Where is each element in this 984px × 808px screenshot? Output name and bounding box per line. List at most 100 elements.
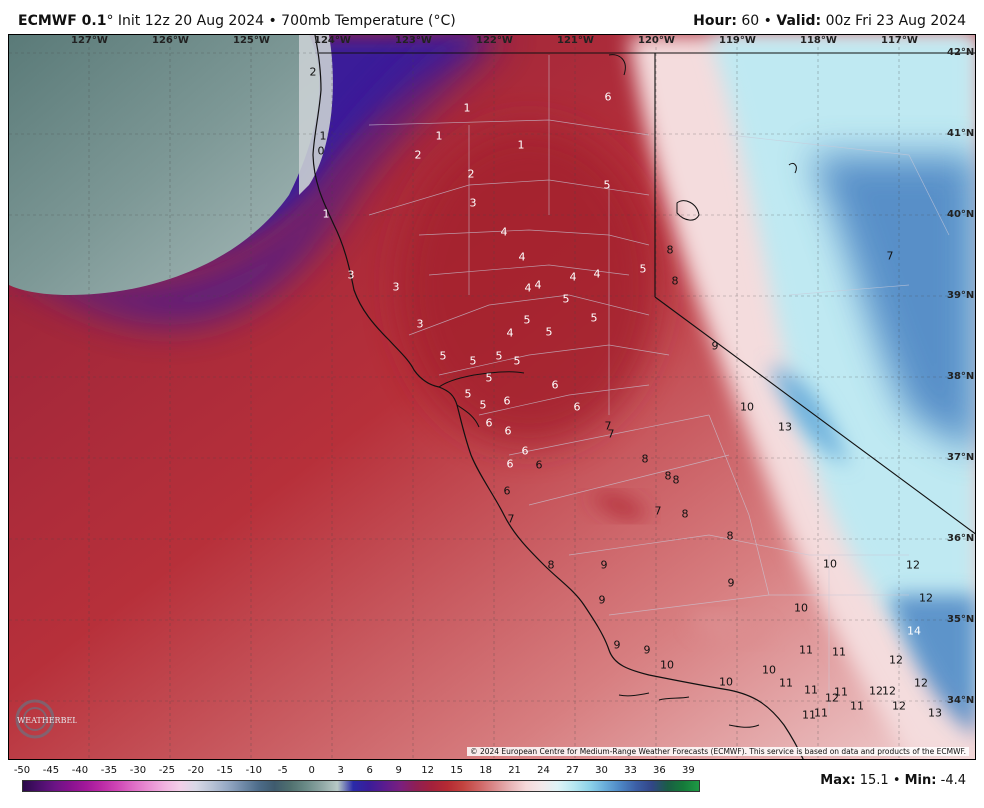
goose-lake xyxy=(608,54,626,76)
temperature-label: 8 xyxy=(726,529,734,543)
temperature-label: 10 xyxy=(823,557,837,571)
so-cal-blue-region xyxy=(889,595,975,734)
temperature-label: 11 xyxy=(814,706,828,720)
lat-label-34n: 34°N xyxy=(947,695,975,706)
temperature-label: 9 xyxy=(643,643,651,657)
colorbar-tick-label: 21 xyxy=(508,765,521,776)
lat-label-38n: 38°N xyxy=(947,371,975,382)
colorbar-tick-label: -5 xyxy=(277,765,288,776)
inland-warm-core xyxy=(399,125,659,445)
hour-label: Hour: xyxy=(693,13,737,29)
colorbar-tick-label: 6 xyxy=(366,765,373,776)
temperature-label: 12 xyxy=(892,699,906,713)
temperature-label: 12 xyxy=(914,676,928,690)
cool-ocean-region xyxy=(9,35,320,295)
valley-warm-spot xyxy=(589,493,649,519)
temperature-label: 6 xyxy=(521,444,529,458)
map-panel[interactable]: 127°W 126°W 125°W 124°W 123°W 122°W 121°… xyxy=(8,34,976,760)
temperature-label: 6 xyxy=(503,484,511,498)
colorbar-tick-label: -25 xyxy=(158,765,176,776)
temperature-label: 8 xyxy=(547,558,555,572)
temperature-label: 0 xyxy=(317,144,325,158)
valid-time: Hour: 60 • Valid: 00z Fri 23 Aug 2024 xyxy=(693,13,966,29)
max-min-readout: Max: 15.1 • Min: -4.4 xyxy=(820,773,966,788)
lon-label-122w: 122°W xyxy=(476,35,513,46)
lat-label-39n: 39°N xyxy=(947,290,975,301)
temperature-label: 5 xyxy=(485,371,493,385)
temperature-label: 4 xyxy=(500,225,508,239)
lat-label-42n: 42°N xyxy=(947,47,975,58)
colorbar-tick-label: -50 xyxy=(13,765,31,776)
colorbar xyxy=(22,780,700,792)
temperature-label: 4 xyxy=(534,278,542,292)
colorbar-tick-label: 24 xyxy=(537,765,550,776)
temperature-label: 11 xyxy=(834,685,848,699)
temperature-label: 1 xyxy=(319,129,327,143)
temperature-label: 8 xyxy=(672,473,680,487)
temperature-label: 10 xyxy=(740,400,754,414)
colorbar-tick-label: -10 xyxy=(245,765,262,776)
colorbar-tick-label: -35 xyxy=(100,765,118,776)
max-value: 15.1 xyxy=(859,773,889,788)
temperature-label: 5 xyxy=(464,387,472,401)
weatherbell-logo: WEATHERBELL xyxy=(15,699,77,739)
temperature-label: 8 xyxy=(666,243,674,257)
colorbar-tick-label: -20 xyxy=(187,765,205,776)
county-lines xyxy=(368,55,950,715)
temperature-label: 11 xyxy=(779,676,793,690)
lon-label-127w: 127°W xyxy=(71,35,108,46)
temperature-label: 5 xyxy=(590,311,598,325)
temperature-label: 5 xyxy=(513,354,521,368)
bay-area-shoreline xyxy=(438,371,525,388)
temperature-label: 1 xyxy=(463,101,471,115)
temperature-label: 7 xyxy=(507,512,515,526)
temperature-label: 9 xyxy=(598,593,606,607)
colorbar-tick-label: 3 xyxy=(337,765,344,776)
temperature-label: 7 xyxy=(607,427,615,441)
temperature-label: 11 xyxy=(804,683,818,697)
temperature-label: 5 xyxy=(639,262,647,276)
temperature-label: 12 xyxy=(882,684,896,698)
nevada-diagonal-border xyxy=(654,296,975,535)
lat-label-37n: 37°N xyxy=(947,452,975,463)
south-bay-shoreline xyxy=(456,404,480,428)
temperature-label: 2 xyxy=(414,148,422,162)
temperature-label: 4 xyxy=(569,270,577,284)
colorbar-tick-label: 33 xyxy=(624,765,637,776)
temperature-label: 11 xyxy=(799,643,813,657)
lat-label-36n: 36°N xyxy=(947,533,975,544)
temperature-label: 9 xyxy=(711,339,719,353)
colorbar-ticks: -50 -45 -40 -35 -30 -25 -20 -15 -10 -5 0 3 6 9 12 15 18 2… xyxy=(0,765,984,779)
colorbar-tick-label: 36 xyxy=(653,765,666,776)
lat-label-41n: 41°N xyxy=(947,128,975,139)
temperature-label: 5 xyxy=(495,349,503,363)
lat-label-40n: 40°N xyxy=(947,209,975,220)
colorbar-tick-label: 39 xyxy=(682,765,695,776)
min-value: -4.4 xyxy=(940,773,966,788)
state-borders xyxy=(319,52,975,535)
temperature-label: 5 xyxy=(479,398,487,412)
temperature-label: 5 xyxy=(439,349,447,363)
valid-label: Valid: xyxy=(776,13,822,29)
temperature-label: 7 xyxy=(654,504,662,518)
colorbar-tick-label: -45 xyxy=(42,765,60,776)
temperature-label: 13 xyxy=(928,706,942,720)
temperature-label: 13 xyxy=(778,420,792,434)
temperature-label: 12 xyxy=(889,653,903,667)
channel-islands xyxy=(618,692,760,728)
model-name: ECMWF 0.1 xyxy=(18,13,107,29)
lon-label-121w: 121°W xyxy=(557,35,594,46)
temperature-label: 10 xyxy=(719,675,733,689)
temperature-label: 11 xyxy=(802,708,816,722)
temperature-label: 2 xyxy=(309,65,317,79)
temperature-label: 10 xyxy=(660,658,674,672)
temperature-label: 11 xyxy=(850,699,864,713)
graticule xyxy=(9,35,975,759)
temperature-label: 5 xyxy=(545,325,553,339)
nevada-blue-patch xyxy=(769,365,849,465)
lon-label-125w: 125°W xyxy=(233,35,270,46)
temperature-label: 9 xyxy=(600,558,608,572)
temperature-map xyxy=(9,35,975,759)
temperature-label: 1 xyxy=(435,129,443,143)
colorbar-tick-label: -15 xyxy=(216,765,233,776)
